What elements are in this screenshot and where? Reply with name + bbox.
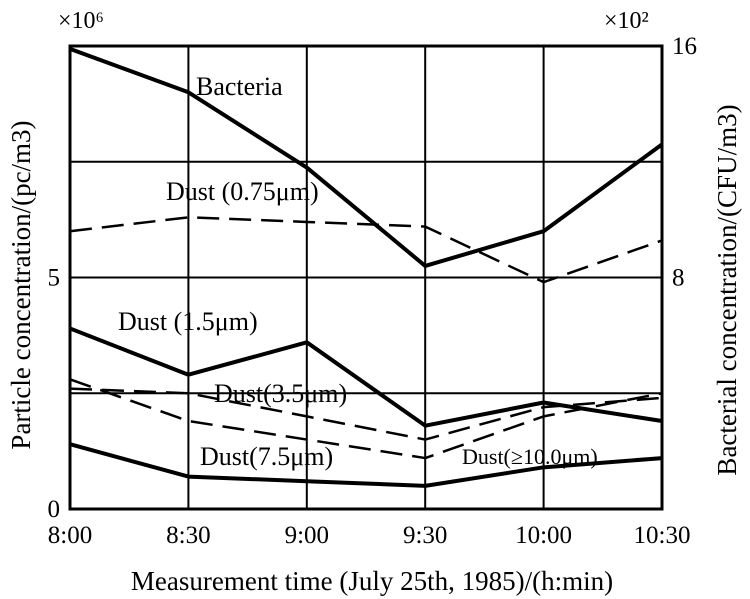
x-axis-label: Measurement time (July 25th, 1985)/(h:mi… [131,566,613,596]
label-dust-075: Dust (0.75μm) [166,177,319,206]
label-dust-10: Dust(≥10.0μm) [462,444,598,469]
grid [70,46,662,509]
series-line-0 [69,47,664,268]
left-y-tick-label: 0 [48,496,61,523]
left-multiplier: ×10⁶ [58,8,104,34]
right-multiplier: ×10² [604,8,649,34]
label-bacteria: Bacteria [196,72,283,101]
label-dust-75: Dust(7.5μm) [200,442,333,471]
series-group [69,47,664,488]
x-tick-label: 10:00 [515,522,572,549]
x-tick-label: 8:30 [166,522,210,549]
left-y-axis-label: Particle concentration/(pc/m3) [6,120,36,449]
series-labels: Bacteria Dust (0.75μm) Dust (1.5μm) Dust… [118,72,598,471]
label-dust-35: Dust(3.5μm) [214,379,347,408]
series-line-5 [69,442,663,488]
plot-frame [68,44,664,511]
x-tick-label: 9:00 [285,522,329,549]
series-line-1 [69,216,663,284]
series-line-2 [69,326,663,428]
ticks: 8:00 8:30 9:00 9:30 10:00 10:30 0 5 8 16 [48,33,698,549]
right-y-tick-label: 8 [672,265,685,292]
label-dust-15: Dust (1.5μm) [118,307,258,336]
right-y-tick-label: 16 [672,33,697,60]
x-tick-label: 8:00 [48,522,92,549]
right-y-axis-label: Bacterial concentration/(CFU/m3) [712,104,742,475]
left-y-tick-label: 5 [48,265,61,292]
series-line-4 [69,387,663,441]
x-tick-label: 10:30 [634,522,691,549]
x-tick-label: 9:30 [403,522,447,549]
series-line-3 [69,378,663,460]
